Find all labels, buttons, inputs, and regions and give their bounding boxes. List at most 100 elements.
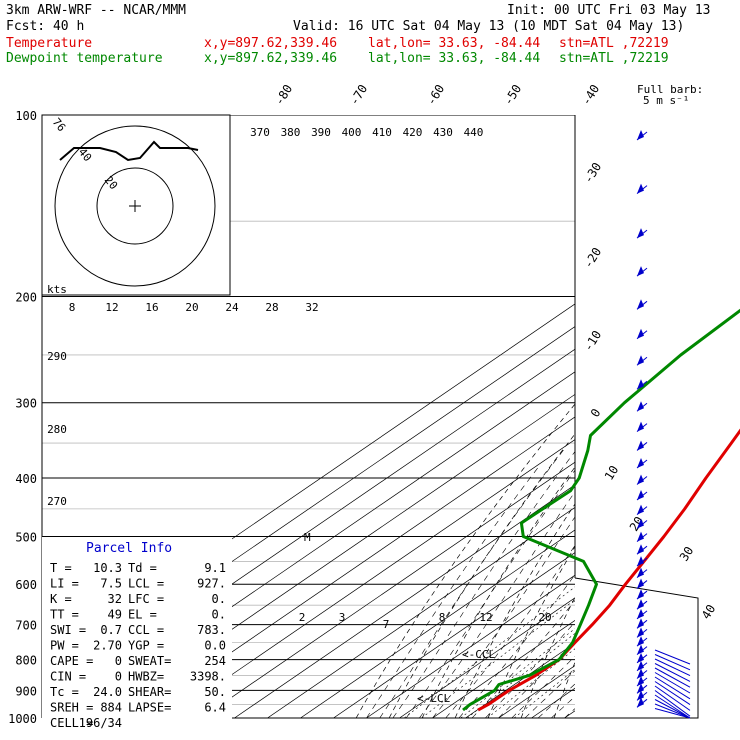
wind-barb (654, 703, 691, 719)
wind-barb-flag (637, 697, 644, 708)
parcel-info-key: T = (50, 561, 72, 575)
wind-barb-flag (637, 660, 644, 671)
moist-adiabat (458, 574, 575, 718)
mixing-ratio-label: 2 (299, 611, 306, 624)
init-time: Init: 00 UTC Fri 03 May 13 (507, 3, 711, 18)
theta-label: 440 (464, 126, 484, 139)
isotherm-label: -20 (581, 245, 604, 271)
moist-adiabat (419, 491, 575, 718)
hodograph-speed-tick: 28 (265, 301, 278, 314)
wind-barb (654, 654, 691, 671)
wind-barb-flag (637, 328, 644, 339)
theta-label: 390 (311, 126, 331, 139)
wind-barb-flag (637, 668, 644, 679)
wind-barb (654, 690, 691, 717)
hodograph-speed-tick: 20 (185, 301, 198, 314)
pressure-tick-label: 500 (15, 530, 37, 544)
sounding-profiles (462, 308, 740, 712)
wind-barb-flag (637, 299, 644, 310)
ccl-marker: <-CCL (462, 648, 495, 661)
wind-barb (654, 649, 691, 665)
wind-barb-flag (637, 676, 644, 687)
theta-label-lower: 270 (47, 495, 67, 508)
lcl-marker: <-LCL (417, 692, 450, 705)
parcel-info-key: LCL = (128, 577, 164, 591)
isotherm-label: -50 (501, 82, 524, 108)
wind-barb-flag (637, 440, 644, 451)
wind-barb-flag (637, 421, 644, 432)
isotherm-label: -70 (347, 82, 370, 108)
parcel-info-value: 0. (212, 592, 226, 606)
mixing-ratio-label: 7 (383, 618, 390, 631)
dewpoint-xy: x,y=897.62,339.46 (204, 51, 337, 66)
isotherm-line (300, 529, 575, 718)
pressure-tick-label: 600 (15, 578, 37, 592)
parcel-info-key: CELL = (50, 716, 93, 730)
mixing-ratio-label: 3 (339, 611, 346, 624)
parcel-info-key: SREH = (50, 701, 93, 715)
wind-barb (654, 667, 691, 688)
parcel-info-value: 0.7 (100, 623, 122, 637)
parcel-info-value: 254 (204, 654, 226, 668)
isotherm-line (598, 115, 740, 718)
parcel-info-key: K = (50, 592, 72, 606)
theta-label: 430 (433, 126, 453, 139)
isotherm-label: -30 (581, 160, 604, 186)
wind-barb (654, 663, 691, 682)
parcel-info-key: CIN = (50, 670, 86, 684)
isotherm-line (465, 642, 575, 718)
parcel-info-value: 50. (204, 685, 226, 699)
theta-label-lower: 280 (47, 423, 67, 436)
parcel-info-key: Tc = (50, 685, 79, 699)
theta-label: 380 (281, 126, 301, 139)
wind-barb-flag (637, 589, 644, 600)
wind-barb (654, 676, 691, 700)
temperature-latlon: lat,lon= 33.63, -84.44 (368, 36, 540, 51)
moist-adiabat (471, 599, 575, 718)
wind-barb (654, 681, 691, 706)
wind-barb-flag (637, 690, 644, 701)
wind-barb-flag (637, 567, 644, 578)
hodograph-speed-tick: 24 (225, 301, 239, 314)
parcel-info-background (42, 537, 232, 728)
wind-barb-flag (637, 636, 644, 647)
isotherm-label: 0 (588, 406, 604, 420)
valid-time: Valid: 16 UTC Sat 04 May 13 (10 MDT Sat … (293, 19, 684, 34)
parcel-info-key: YGP = (128, 639, 164, 653)
parcel-info-value: 24.0 (93, 685, 122, 699)
pressure-tick-label: 700 (15, 619, 37, 633)
isotherm-label: 40 (699, 602, 719, 622)
dry-adiabat (653, 115, 740, 718)
wind-barb-flag (637, 683, 644, 694)
parcel-info-key: SWEAT= (128, 654, 171, 668)
dewpoint-profile (462, 308, 740, 712)
wind-barb-flag (637, 608, 644, 619)
wind-barb (654, 685, 691, 711)
mid-marker: M (304, 531, 311, 544)
parcel-info-value: 927. (197, 577, 226, 591)
isotherm-line (201, 461, 575, 718)
parcel-info-box: Parcel Info T = 10.3 Td = 9.1 LI = 7.5 LCL = 92… (42, 537, 232, 730)
parcel-info-key: CAPE = (50, 654, 93, 668)
parcel-info-key: SWI = (50, 623, 86, 637)
temperature-profile (477, 428, 740, 712)
wind-barb-flag (637, 458, 644, 469)
dewpoint-latlon: lat,lon= 33.63, -84.44 (368, 51, 540, 66)
parcel-info-value: 783. (197, 623, 226, 637)
parcel-info-value: 9.1 (204, 561, 226, 575)
parcel-info-value: 6.4 (204, 701, 226, 715)
theta-label: 400 (342, 126, 362, 139)
parcel-info-key: TT = (50, 608, 79, 622)
parcel-info-key: SHEAR= (128, 685, 171, 699)
wind-barb-flag (637, 618, 644, 629)
wind-barb-flag (637, 531, 644, 542)
hodograph-frame (41, 114, 231, 296)
wind-barb-flag (637, 183, 644, 194)
parcel-info-key: LAPSE= (128, 701, 171, 715)
isotherm-line (531, 687, 575, 718)
wind-barb-flag (637, 228, 644, 239)
isotherm-line (102, 393, 575, 718)
parcel-info-value: 0.0 (204, 639, 226, 653)
